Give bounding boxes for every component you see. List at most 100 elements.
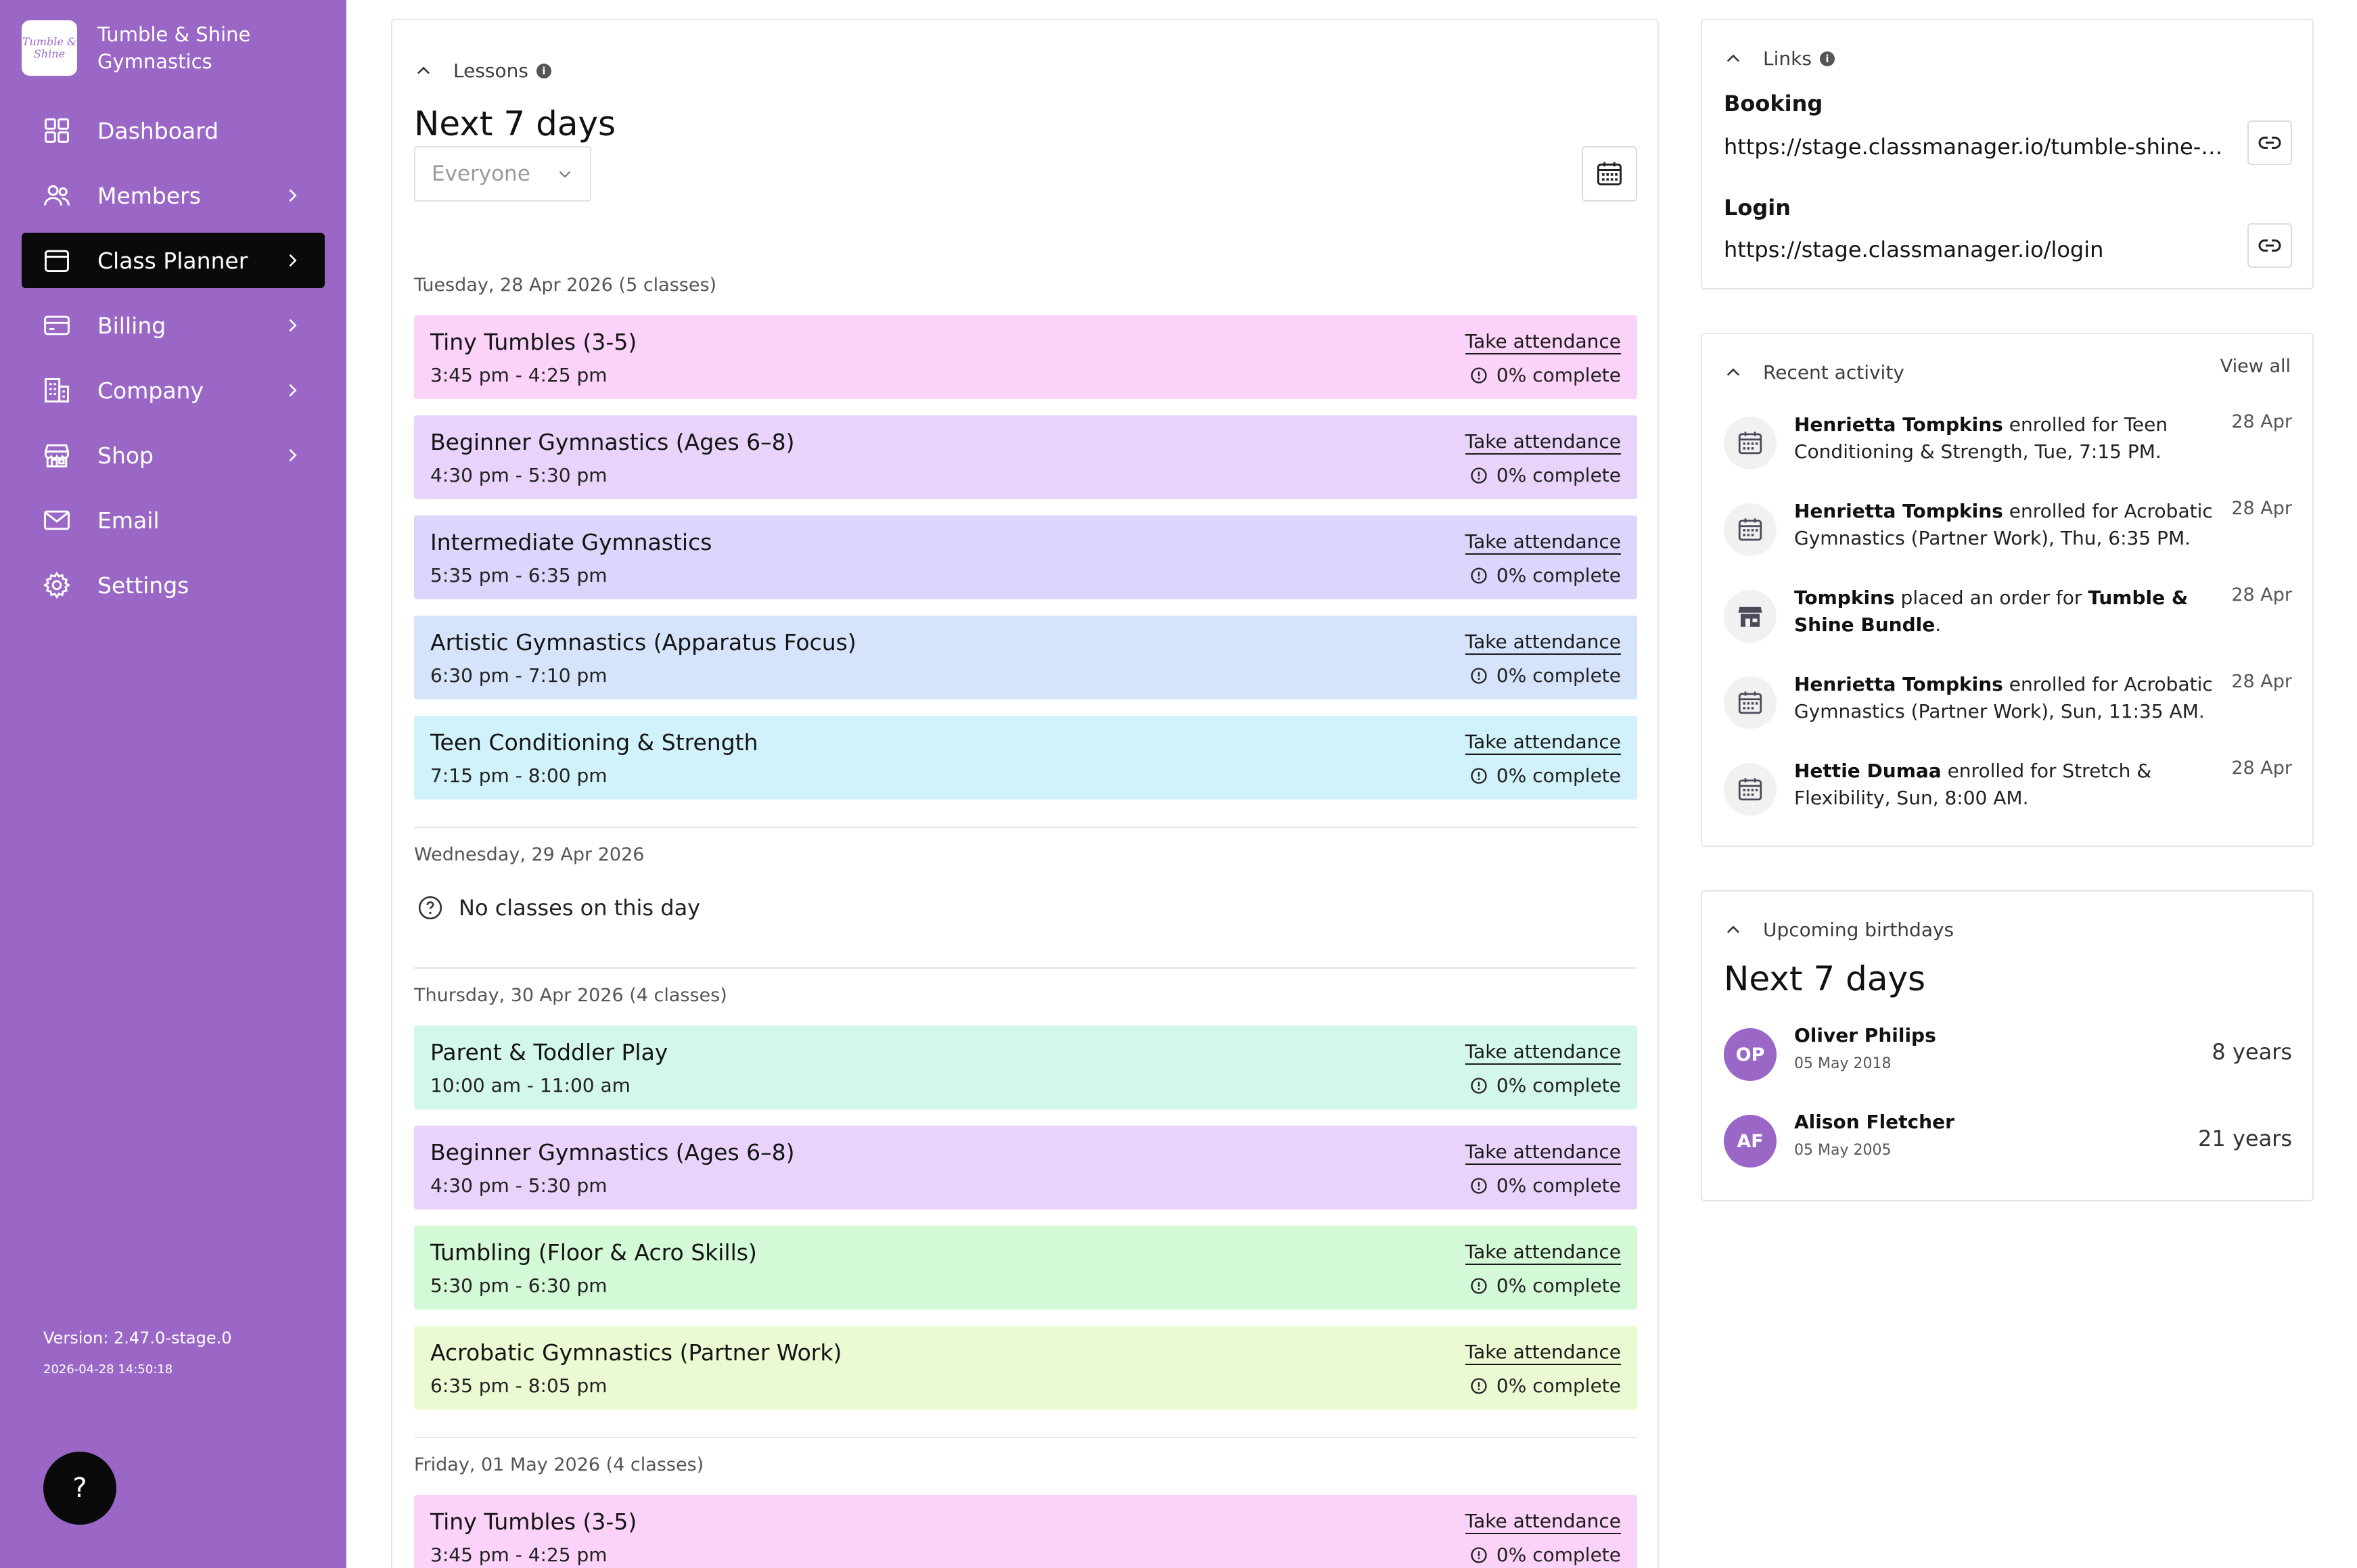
users-icon: [42, 181, 72, 210]
calendar-icon: [1724, 676, 1777, 729]
take-attendance-link[interactable]: Take attendance: [1465, 1341, 1621, 1365]
building-icon: [42, 375, 72, 405]
store-icon: [1724, 590, 1777, 643]
attendance-progress-text: 0% complete: [1496, 1544, 1621, 1566]
sidebar-item-class-planner[interactable]: Class Planner: [22, 233, 325, 288]
class-row[interactable]: Beginner Gymnastics (Ages 6–8) 4:30 pm - …: [414, 1126, 1637, 1209]
activity-item[interactable]: Tompkins placed an order for Tumble & Sh…: [1724, 584, 2292, 659]
day-divider: [414, 827, 1637, 828]
birthday-item[interactable]: AF Alison Fletcher 05 May 2005 21 years: [1724, 1111, 2292, 1172]
sidebar-item-email[interactable]: Email: [22, 492, 325, 548]
class-time: 3:45 pm - 4:25 pm: [430, 1544, 608, 1566]
store-icon: [42, 440, 72, 470]
links-card: Links i Booking https://stage.classmanag…: [1701, 19, 2314, 290]
birthdays-section-header[interactable]: Upcoming birthdays: [1724, 919, 1954, 941]
sidebar-item-company[interactable]: Company: [22, 363, 325, 418]
attendance-progress: 0% complete: [1469, 464, 1621, 486]
activity-subject: Henrietta Tompkins: [1794, 500, 2003, 522]
help-button[interactable]: ?: [43, 1452, 116, 1525]
sidebar: Tumble & Shine Tumble & Shine Gymnastics…: [0, 0, 346, 1568]
sidebar-item-settings[interactable]: Settings: [22, 557, 325, 613]
clock-icon: [1471, 567, 1487, 584]
clock-icon: [1471, 1177, 1487, 1194]
login-label: Login: [1724, 195, 1791, 221]
activity-item[interactable]: Henrietta Tompkins enrolled for Teen Con…: [1724, 411, 2292, 486]
activity-section-header[interactable]: Recent activity: [1724, 361, 1904, 384]
lessons-section-header[interactable]: Lessons i: [414, 60, 551, 82]
class-row[interactable]: Parent & Toddler Play 10:00 am - 11:00 am…: [414, 1025, 1637, 1109]
info-icon[interactable]: i: [536, 63, 551, 78]
copy-login-link-button[interactable]: [2247, 223, 2292, 268]
calendar-button[interactable]: [1582, 146, 1637, 202]
take-attendance-link[interactable]: Take attendance: [1465, 731, 1621, 755]
brand[interactable]: Tumble & Shine Tumble & Shine Gymnastics: [22, 20, 273, 76]
member-filter-select[interactable]: Everyone: [414, 146, 591, 202]
class-row[interactable]: Beginner Gymnastics (Ages 6–8) 4:30 pm - …: [414, 415, 1637, 499]
take-attendance-link[interactable]: Take attendance: [1465, 530, 1621, 555]
no-classes-message: No classes on this day: [417, 894, 700, 921]
upcoming-birthdays-card: Upcoming birthdays Next 7 days OP Oliver …: [1701, 890, 2314, 1201]
link-icon: [2258, 239, 2281, 252]
attendance-progress-text: 0% complete: [1496, 364, 1621, 386]
class-row[interactable]: Tumbling (Floor & Acro Skills) 5:30 pm - …: [414, 1226, 1637, 1310]
activity-text: Henrietta Tompkins enrolled for Acrobati…: [1794, 671, 2214, 725]
day-divider: [414, 967, 1637, 969]
sidebar-item-label: Class Planner: [97, 247, 248, 274]
class-row[interactable]: Intermediate Gymnastics 5:35 pm - 6:35 pm…: [414, 515, 1637, 599]
take-attendance-link[interactable]: Take attendance: [1465, 1140, 1621, 1165]
take-attendance-link[interactable]: Take attendance: [1465, 1510, 1621, 1534]
activity-item[interactable]: Henrietta Tompkins enrolled for Acrobati…: [1724, 671, 2292, 745]
mail-icon: [42, 505, 72, 535]
attendance-progress-text: 0% complete: [1496, 1375, 1621, 1397]
version-text: Version: 2.47.0-stage.0: [43, 1329, 232, 1347]
class-row[interactable]: Tiny Tumbles (3-5) 3:45 pm - 4:25 pm Take …: [414, 1495, 1637, 1568]
birthday-item[interactable]: OP Oliver Philips 05 May 2018 8 years: [1724, 1024, 2292, 1085]
sidebar-item-label: Members: [97, 182, 201, 209]
class-row[interactable]: Artistic Gymnastics (Apparatus Focus) 6:3…: [414, 616, 1637, 699]
activity-item[interactable]: Hettie Dumaa enrolled for Stretch & Flex…: [1724, 758, 2292, 832]
class-name: Artistic Gymnastics (Apparatus Focus): [430, 629, 856, 655]
sidebar-item-members[interactable]: Members: [22, 168, 325, 223]
class-time: 5:30 pm - 6:30 pm: [430, 1274, 608, 1297]
sidebar-item-shop[interactable]: Shop: [22, 428, 325, 483]
class-row[interactable]: Teen Conditioning & Strength 7:15 pm - 8:…: [414, 716, 1637, 800]
sidebar-item-billing[interactable]: Billing: [22, 298, 325, 353]
birthdays-title: Next 7 days: [1724, 959, 1926, 998]
activity-subject: Hettie Dumaa: [1794, 760, 1942, 782]
view-all-link[interactable]: View all: [2220, 356, 2291, 377]
activity-text-part: enrolled for Stretch & Flexibility, Sun,…: [1794, 760, 2152, 809]
filter-value: Everyone: [432, 162, 530, 186]
sidebar-item-label: Dashboard: [97, 117, 219, 144]
class-row[interactable]: Tiny Tumbles (3-5) 3:45 pm - 4:25 pm Take …: [414, 315, 1637, 399]
attendance-progress: 0% complete: [1469, 1074, 1621, 1097]
activity-date: 28 Apr: [2231, 671, 2292, 692]
login-url[interactable]: https://stage.classmanager.io/login: [1724, 237, 2104, 262]
sidebar-item-dashboard[interactable]: Dashboard: [22, 103, 325, 158]
class-row[interactable]: Acrobatic Gymnastics (Partner Work) 6:35 …: [414, 1326, 1637, 1410]
class-name: Tumbling (Floor & Acro Skills): [430, 1239, 757, 1266]
activity-text-part: enrolled for Acrobatic Gymnastics (Partn…: [1794, 500, 2213, 549]
birth-date: 05 May 2018: [1794, 1055, 1892, 1072]
info-icon[interactable]: i: [1819, 51, 1835, 66]
take-attendance-link[interactable]: Take attendance: [1465, 330, 1621, 354]
clock-icon: [1471, 367, 1487, 384]
activity-text-part: placed an order for: [1894, 586, 2088, 609]
class-name: Teen Conditioning & Strength: [430, 729, 758, 756]
copy-booking-link-button[interactable]: [2247, 120, 2292, 165]
chevron-up-icon: [417, 66, 430, 74]
take-attendance-link[interactable]: Take attendance: [1465, 1241, 1621, 1265]
take-attendance-link[interactable]: Take attendance: [1465, 430, 1621, 455]
activity-date: 28 Apr: [2231, 411, 2292, 432]
class-name: Tiny Tumbles (3-5): [430, 1508, 637, 1535]
take-attendance-link[interactable]: Take attendance: [1465, 630, 1621, 655]
class-time: 4:30 pm - 5:30 pm: [430, 464, 608, 486]
sidebar-item-label: Company: [97, 377, 204, 404]
attendance-progress: 0% complete: [1469, 764, 1621, 787]
links-section-header[interactable]: Links i: [1724, 47, 1835, 70]
activity-subject: Henrietta Tompkins: [1794, 413, 2003, 436]
take-attendance-link[interactable]: Take attendance: [1465, 1040, 1621, 1065]
booking-url[interactable]: https://stage.classmanager.io/tumble-shi…: [1724, 134, 2231, 160]
links-section-label: Links: [1763, 47, 1812, 70]
activity-item[interactable]: Henrietta Tompkins enrolled for Acrobati…: [1724, 498, 2292, 572]
birth-date: 05 May 2005: [1794, 1142, 1892, 1159]
